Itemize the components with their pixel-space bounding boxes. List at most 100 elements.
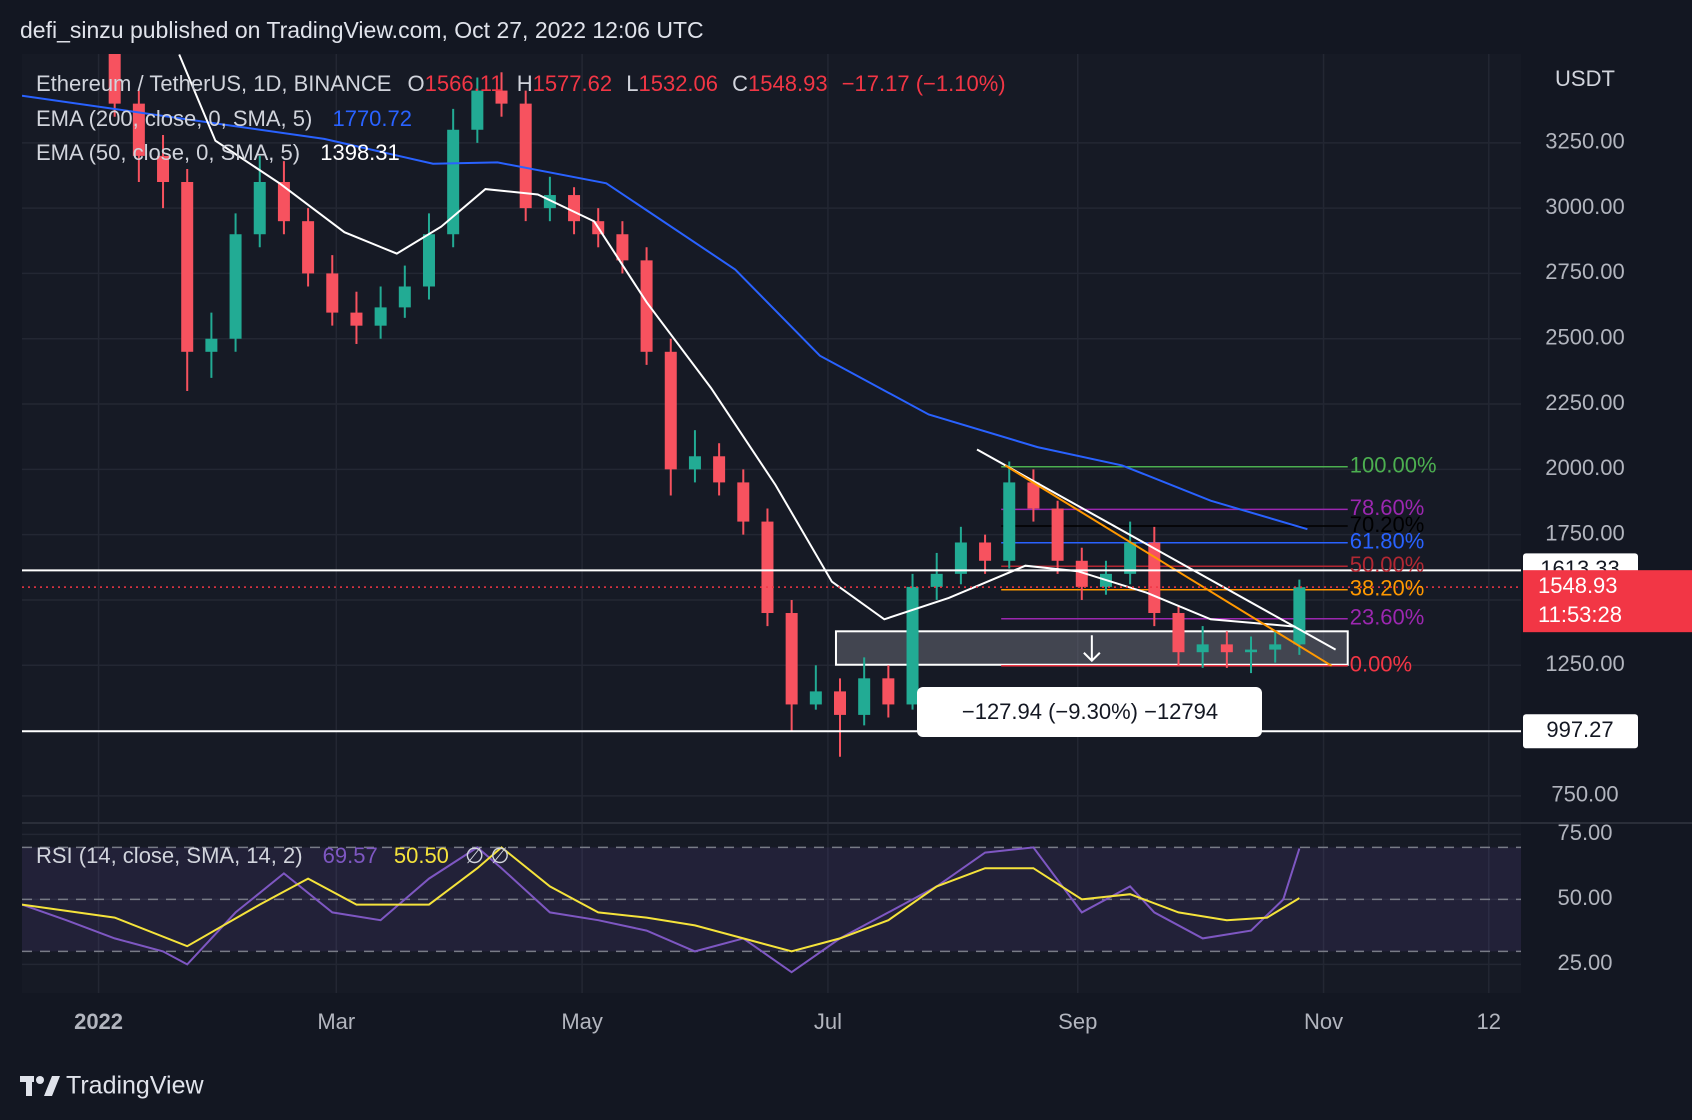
trendline [1004, 464, 1333, 667]
candle-body [737, 482, 750, 522]
candle-body [954, 542, 967, 574]
candle-body [930, 573, 943, 587]
indicator-legend: EMA (200, close, 0, SMA, 5) 1770.72 [36, 106, 412, 131]
candle-body [519, 103, 532, 209]
candle-body [447, 129, 460, 235]
indicator-name: EMA (200, close, 0, SMA, 5) [36, 106, 312, 131]
indicator-name: RSI (14, close, SMA, 14, 2) [36, 843, 303, 868]
x-tick-label: 2022 [74, 1009, 123, 1034]
candle-body [1124, 542, 1137, 574]
price-pane [22, 54, 1521, 757]
footer-logo [20, 1076, 60, 1096]
candle-body [302, 221, 315, 274]
fib-label: 23.60% [1350, 605, 1425, 630]
candle-body [858, 678, 871, 715]
rsi-pane [22, 846, 1521, 974]
candle-body [181, 182, 194, 352]
candle-body [1220, 644, 1233, 653]
candle-body [1148, 542, 1161, 614]
candle-body [979, 542, 992, 561]
ema-line [22, 94, 1308, 531]
candle-body [229, 234, 242, 339]
candle-body [1051, 508, 1064, 561]
y-unit: USDT [1555, 66, 1615, 91]
ohlc-key: O [408, 71, 425, 96]
fib-label: 78.60% [1350, 495, 1425, 520]
rsi-legend: RSI (14, close, SMA, 14, 2) 69.57 50.50 … [36, 843, 510, 868]
candle-body [471, 90, 484, 130]
measure-box [917, 687, 1262, 737]
indicator-value: 1398.31 [320, 140, 400, 165]
candle-body [834, 691, 847, 715]
trendline [976, 448, 1337, 651]
candle-body [809, 691, 822, 705]
y-tick-label: 2250.00 [1545, 390, 1625, 415]
fib-label: 0.00% [1350, 652, 1412, 677]
y-tick-label: 75.00 [1557, 820, 1612, 845]
ohlc-change: −17.17 (−1.10%) [842, 71, 1006, 96]
last-price-label: 1548.93 [1538, 573, 1618, 598]
rsi-line [22, 846, 1301, 974]
candle-body [882, 678, 895, 705]
y-tick-label: 50.00 [1557, 885, 1612, 910]
x-tick-label: Jul [814, 1009, 842, 1034]
candle-body [1196, 644, 1209, 653]
publisher: defi_sinzu published on TradingView.com,… [20, 17, 704, 43]
candle-body [640, 260, 653, 352]
fib-label: 61.80% [1350, 529, 1425, 554]
symbol-legend: Ethereum / TetherUS, 1D, BINANCE O1566.1… [36, 71, 1006, 96]
candle-body [1172, 613, 1185, 653]
ohlc-value: 1577.62 [533, 71, 613, 96]
ohlc-value: 1566.11 [425, 71, 503, 96]
zone-arrow [1083, 635, 1101, 663]
indicator-legend: EMA (50, close, 0, SMA, 5) 1398.31 [36, 140, 400, 165]
candle-body [1269, 644, 1282, 650]
candle-body [495, 90, 508, 104]
x-tick-label: Nov [1304, 1009, 1343, 1034]
candle-body [253, 182, 266, 235]
candle-body [761, 521, 774, 614]
candle-body [277, 182, 290, 222]
indicator-value: 50.50 [394, 843, 449, 868]
candle-body [688, 456, 701, 470]
price-label: 997.27 [1546, 717, 1613, 742]
candle-body [1293, 587, 1306, 645]
candle-body [205, 338, 218, 352]
candle-body [1245, 649, 1258, 653]
y-tick-label: 750.00 [1551, 782, 1618, 807]
y-tick-label: 2750.00 [1545, 259, 1625, 284]
ohlc-key: L [626, 71, 638, 96]
candle-body [785, 613, 798, 705]
candle-body [108, 54, 121, 104]
ohlc-key: C [732, 71, 748, 96]
candle-body [132, 103, 145, 156]
candle-body [713, 456, 726, 483]
indicator-value: 69.57 [323, 843, 378, 868]
candle-body [664, 351, 677, 470]
candle-body [1003, 482, 1016, 561]
fib-label: 70.20% [1350, 512, 1425, 537]
candle-body [374, 307, 387, 326]
candle-body [906, 586, 919, 705]
y-tick-label: 1750.00 [1545, 520, 1625, 545]
candle-body [1075, 560, 1088, 587]
ohlc-value: 1548.93 [748, 71, 828, 96]
measure-label: −127.94 (−9.30%) −12794 [962, 699, 1218, 724]
price-label-box [1523, 714, 1638, 749]
fib-label: 100.00% [1350, 453, 1437, 478]
candle-body [1027, 482, 1040, 509]
ohlc-key: H [517, 71, 533, 96]
candle-body [568, 195, 581, 222]
y-tick-label: 2000.00 [1545, 455, 1625, 480]
candle-body [326, 273, 339, 313]
x-tick-label: Sep [1058, 1009, 1097, 1034]
candle-body [398, 286, 411, 308]
x-tick-label: 12 [1477, 1009, 1501, 1034]
fib-label: 50.00% [1350, 552, 1425, 577]
x-tick-label: May [561, 1009, 603, 1034]
indicator-value: 1770.72 [332, 106, 412, 131]
indicator-extra: ∅ ∅ [465, 843, 509, 868]
y-tick-label: 2500.00 [1545, 325, 1625, 350]
